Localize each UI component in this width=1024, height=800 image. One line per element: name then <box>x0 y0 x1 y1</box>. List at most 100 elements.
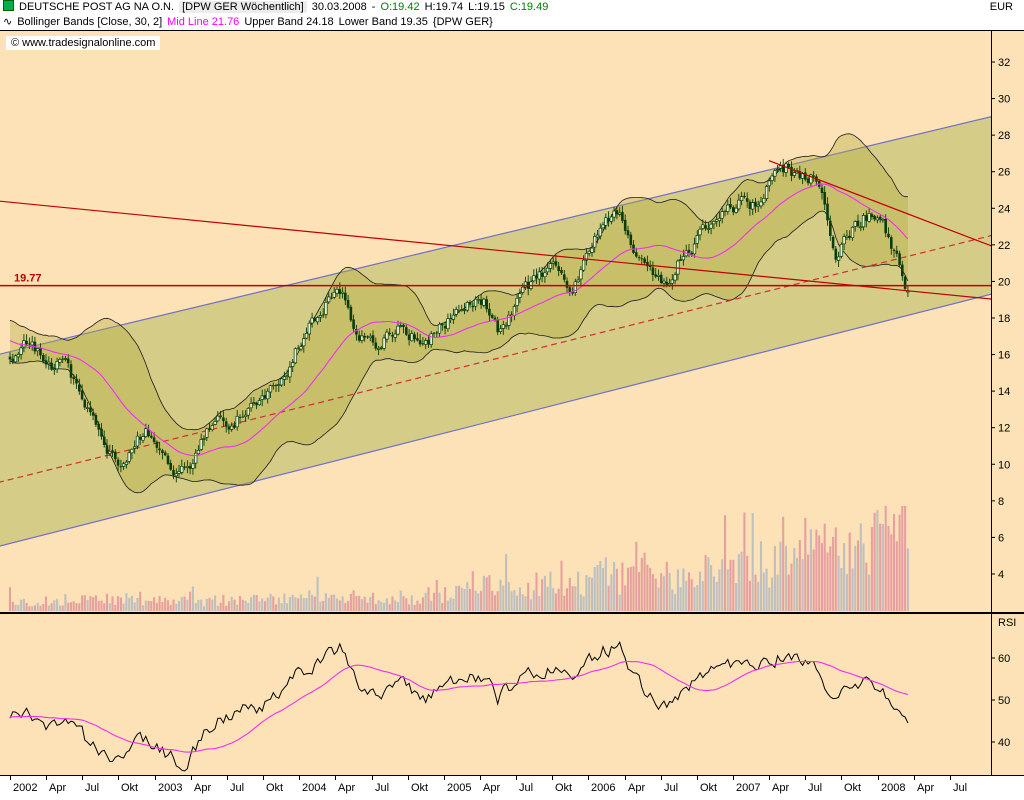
time-axis-tick <box>227 776 228 780</box>
time-axis-tick <box>841 776 842 780</box>
rsi-tick-label: 50 <box>998 695 1010 707</box>
indicator-wave-icon: ∿ <box>3 16 13 28</box>
price-tick-label: 18 <box>998 313 1010 325</box>
open-value: O:19.42 <box>380 1 420 13</box>
time-axis-tick <box>914 776 915 780</box>
rsi-tick-label: 60 <box>998 653 1010 665</box>
time-axis-tick <box>155 776 156 780</box>
time-axis-label: 2008 <box>881 782 906 794</box>
time-axis-tick <box>46 776 47 780</box>
time-axis-tick <box>335 776 336 780</box>
bollinger-lower-line <box>9 210 909 494</box>
price-axis-unit: EUR <box>989 1 1013 13</box>
price-tick-label: 16 <box>998 350 1010 362</box>
trendline-2007-downtrend <box>768 160 991 247</box>
time-axis-label: Jul <box>375 782 390 794</box>
time-axis-label: Apr <box>49 782 67 794</box>
time-axis-label: 2003 <box>158 782 183 794</box>
low-value: L:19.15 <box>468 1 505 13</box>
channel-upper-line <box>0 116 991 355</box>
time-axis-label: Apr <box>483 782 501 794</box>
time-axis-tick <box>10 776 11 780</box>
time-axis-label: Okt <box>555 782 573 794</box>
time-axis-tick <box>480 776 481 780</box>
rsi-line <box>9 641 909 772</box>
price-tick-label: 22 <box>998 240 1010 252</box>
high-value: H:19.74 <box>424 1 464 13</box>
time-axis-label: Apr <box>917 782 935 794</box>
instrument-icon <box>3 0 14 11</box>
indicator-symbol: {DPW GER} <box>432 16 493 28</box>
time-axis-tick <box>769 776 770 780</box>
rsi-axis-label: RSI <box>998 617 1016 629</box>
price-tick-label: 14 <box>998 386 1010 398</box>
time-axis-label: Apr <box>772 782 790 794</box>
price-line-label: 19.77 <box>14 273 42 285</box>
time-axis-label: Jul <box>664 782 679 794</box>
indicator-legend: ∿ Bollinger Bands [Close, 30, 2] Mid Line … <box>0 15 1024 30</box>
time-axis-tick <box>661 776 662 780</box>
volume-bars-down <box>8 506 907 611</box>
time-axis-label: Jul <box>85 782 100 794</box>
quote-date: 30.03.2008 <box>311 1 367 13</box>
time-axis-label: Okt <box>266 782 284 794</box>
time-axis-label: 2002 <box>13 782 38 794</box>
time-axis-label: 2004 <box>302 782 327 794</box>
rsi-panel-canvas[interactable]: 60 50 40 RSI <box>0 613 1024 776</box>
price-tick-label: 32 <box>998 57 1010 69</box>
time-axis-tick <box>82 776 83 780</box>
candles-up <box>13 163 910 477</box>
indicator-name: Bollinger Bands [Close, 30, 2] <box>17 16 163 28</box>
price-tick-label: 30 <box>998 94 1010 106</box>
plot-area <box>0 116 991 611</box>
ohlc-separator: - <box>371 1 376 13</box>
time-axis-label: 2006 <box>591 782 616 794</box>
lower-band-value: Lower Band 19.35 <box>338 16 428 28</box>
price-tick-label: 8 <box>998 496 1004 508</box>
time-axis-tick <box>733 776 734 780</box>
time-axis-tick <box>805 776 806 780</box>
channel-lower-line <box>0 293 991 547</box>
watermark: © www.tradesignalonline.com <box>6 36 161 50</box>
time-axis-tick <box>516 776 517 780</box>
close-value: C:19.49 <box>509 1 549 13</box>
time-axis-tick <box>697 776 698 780</box>
time-axis-label: Apr <box>194 782 212 794</box>
time-axis-label: 2005 <box>447 782 472 794</box>
price-tick-label: 4 <box>998 569 1004 581</box>
time-axis-label: Jul <box>519 782 534 794</box>
price-tick-label: 24 <box>998 203 1010 215</box>
rsi-tick-label: 40 <box>998 737 1010 749</box>
time-axis-tick <box>552 776 553 780</box>
price-tick-label: 10 <box>998 459 1010 471</box>
price-chart-canvas[interactable]: 19.77 32 30 28 26 24 22 20 18 16 14 12 10 8 6 4 <box>0 30 1024 613</box>
trendline-long-downtrend <box>0 200 991 300</box>
rsi-ma-line <box>9 660 909 753</box>
time-axis-tick <box>191 776 192 780</box>
time-axis-label: Jul <box>953 782 968 794</box>
trendline-long-uptrend <box>0 235 991 483</box>
time-axis: 2002 Apr Jul Okt 2003 Apr Jul Okt 2004 Apr Jul Okt 2… <box>0 776 1024 800</box>
symbol-timeframe: [DPW GER Wöchentlich] <box>179 1 307 13</box>
time-axis-label: Jul <box>230 782 245 794</box>
time-axis-tick <box>263 776 264 780</box>
price-tick-label: 28 <box>998 130 1010 142</box>
bollinger-mid-line <box>9 183 909 457</box>
time-axis-label: Okt <box>700 782 718 794</box>
price-tick-label: 20 <box>998 276 1010 288</box>
instrument-title: DEUTSCHE POST AG NA O.N. <box>19 1 175 13</box>
time-axis-label: Okt <box>411 782 429 794</box>
time-axis-tick <box>625 776 626 780</box>
time-axis-tick <box>299 776 300 780</box>
time-axis-tick <box>408 776 409 780</box>
trend-channel-fill <box>0 116 991 547</box>
time-axis-label: Okt <box>121 782 139 794</box>
upper-band-value: Upper Band 24.18 <box>244 16 334 28</box>
price-tick-label: 6 <box>998 532 1004 544</box>
time-axis-tick <box>588 776 589 780</box>
time-axis-label: 2007 <box>736 782 761 794</box>
time-axis-label: Apr <box>338 782 356 794</box>
time-axis-label: Apr <box>628 782 646 794</box>
volume-bars <box>14 510 909 611</box>
